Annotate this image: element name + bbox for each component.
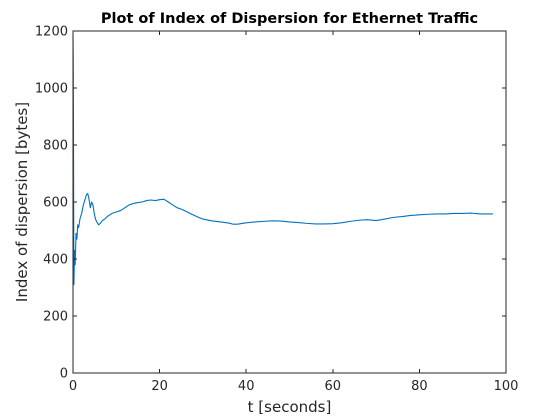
y-tick-label: 1200 [35,25,68,40]
x-tick-label: 20 [151,379,168,394]
y-tick-label: 0 [60,367,68,382]
y-tick-label: 600 [43,196,68,211]
x-tick-label: 60 [325,379,342,394]
x-tick-label: 0 [69,379,77,394]
x-tick-label: 80 [411,379,428,394]
y-tick-label: 200 [43,310,68,325]
x-tick-label: 40 [238,379,255,394]
series-line [72,36,494,286]
y-axis-label: Index of dispersion [bytes] [13,102,31,302]
y-tick-label: 1000 [35,82,68,97]
chart-title: Plot of Index of Dispersion for Ethernet… [101,11,478,27]
x-axis-label: t [seconds] [248,398,332,416]
plot-box [72,30,507,374]
y-tick-label: 800 [43,139,68,154]
y-tick-label: 400 [43,253,68,268]
x-tick-label: 100 [494,379,519,394]
plot-area-background [73,31,506,373]
series-layer [72,36,494,286]
